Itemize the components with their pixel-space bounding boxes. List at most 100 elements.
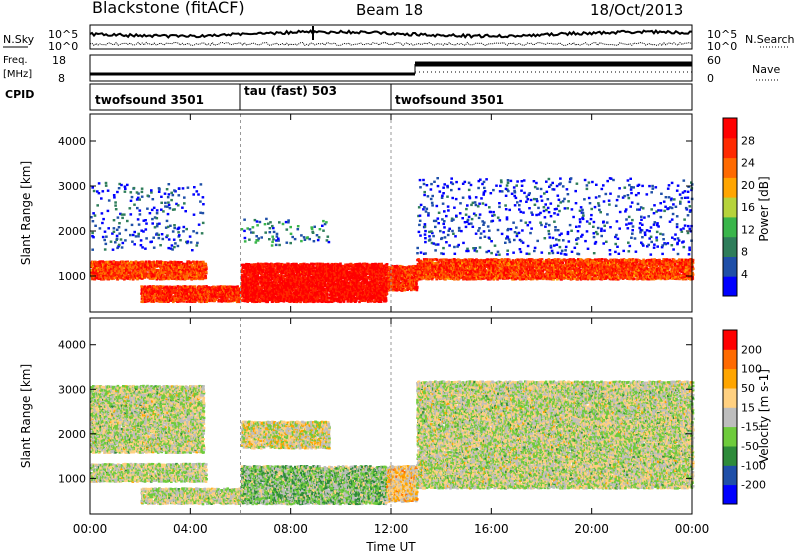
data-cell [106, 276, 109, 280]
data-cell [150, 264, 154, 267]
data-cell [135, 266, 139, 269]
nave-tick-bottom: 0 [707, 72, 714, 85]
data-cell [192, 273, 195, 276]
data-cell [189, 285, 192, 288]
data-cell [130, 273, 133, 277]
data-cell [178, 299, 181, 302]
data-cell [216, 289, 220, 292]
data-cell [182, 268, 186, 271]
data-cell [169, 299, 172, 302]
data-cell [185, 300, 189, 303]
data-cell [183, 289, 187, 293]
data-cell [150, 268, 154, 272]
data-cell [197, 268, 201, 271]
data-cell [242, 280, 245, 283]
data-cell [146, 285, 150, 288]
data-cell [249, 294, 253, 297]
data-cell [134, 270, 138, 273]
data-cell [202, 285, 205, 288]
data-cell [212, 295, 215, 298]
data-cell [193, 288, 197, 291]
data-cell [154, 288, 157, 291]
data-cell [163, 275, 167, 278]
scatter-band-2 [240, 262, 389, 304]
data-cell [144, 300, 147, 303]
data-cell [159, 295, 162, 298]
data-cell [140, 288, 144, 291]
data-cell [220, 299, 223, 302]
cpid-segment-3: twofsound 3501 [395, 93, 504, 107]
data-cell [105, 264, 109, 267]
data-cell [200, 300, 204, 303]
data-cell [107, 278, 110, 281]
data-cell [120, 275, 123, 278]
data-cell [251, 269, 254, 273]
data-cell [121, 270, 124, 273]
data-cell [138, 264, 141, 268]
power-heatmap [90, 114, 695, 312]
data-cell [240, 268, 244, 271]
data-cell [198, 297, 201, 301]
data-cell [242, 291, 246, 295]
data-cell [156, 270, 159, 273]
data-cell [227, 299, 230, 302]
data-cell [173, 295, 176, 298]
data-cell [143, 287, 146, 290]
data-cell [194, 260, 197, 264]
data-cell [230, 298, 234, 301]
data-cell [194, 262, 197, 265]
data-cell [125, 262, 128, 265]
scatter-band-0 [90, 260, 208, 281]
data-cell [178, 266, 181, 269]
data-cell [149, 285, 152, 288]
data-cell [117, 262, 121, 266]
data-cell [159, 293, 163, 296]
data-cell [127, 266, 131, 270]
data-cell [105, 260, 108, 264]
data-cell [109, 267, 113, 271]
data-cell [99, 260, 102, 263]
data-cell [164, 292, 167, 296]
data-cell [199, 286, 203, 290]
data-cell [235, 292, 238, 295]
data-cell [244, 273, 247, 276]
data-cell [189, 287, 193, 291]
data-cell [233, 297, 237, 300]
data-cell [240, 270, 244, 273]
data-cell [174, 286, 178, 289]
data-cell [214, 297, 217, 300]
data-cell [204, 265, 207, 268]
data-cell [133, 261, 137, 265]
data-cell [160, 262, 164, 265]
data-cell [229, 300, 232, 303]
data-cell [192, 287, 196, 290]
data-cell [158, 300, 162, 303]
data-cell [247, 295, 251, 298]
data-cell [200, 271, 204, 274]
data-cell [171, 272, 174, 275]
data-cell [249, 266, 252, 269]
data-cell [160, 286, 163, 289]
data-cell [245, 285, 248, 288]
data-cell [120, 272, 123, 275]
data-cell [233, 287, 237, 290]
data-cell [115, 263, 118, 266]
data-cell [217, 295, 220, 298]
data-cell [249, 283, 253, 286]
data-cell [111, 276, 114, 280]
data-cell [144, 296, 148, 299]
data-cell [167, 261, 170, 264]
data-cell [142, 263, 146, 267]
data-cell [194, 263, 197, 267]
data-cell [142, 273, 146, 276]
data-cell [160, 297, 163, 301]
data-cell [177, 272, 181, 276]
data-cell [224, 288, 228, 292]
data-cell [236, 288, 240, 292]
data-cell [251, 300, 254, 303]
data-cell [141, 275, 144, 279]
data-cell [170, 297, 173, 301]
data-cell [128, 276, 131, 279]
data-cell [151, 290, 155, 293]
data-cell [249, 295, 253, 298]
